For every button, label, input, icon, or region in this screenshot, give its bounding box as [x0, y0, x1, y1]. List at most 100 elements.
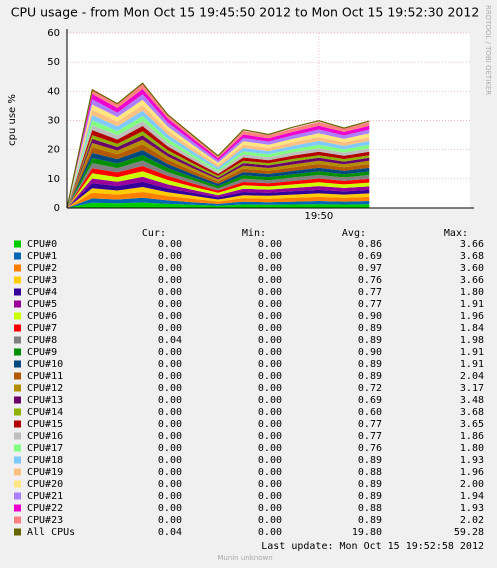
legend-swatch [14, 336, 21, 344]
stat-header: Avg: [342, 228, 366, 239]
y-tick-label: 60 [47, 28, 60, 39]
legend-label: CPU#22 [27, 503, 63, 514]
legend-swatch [14, 408, 21, 416]
stack-area [67, 139, 370, 208]
legend-label: CPU#5 [27, 299, 57, 310]
legend-label: CPU#19 [27, 467, 63, 478]
stat-value: 0.89 [358, 323, 382, 334]
y-tick-label: 30 [47, 116, 60, 127]
y-tick-label: 0 [54, 203, 60, 214]
legend-label: CPU#23 [27, 515, 63, 526]
stat-value: 0.00 [258, 347, 282, 358]
stat-value: 0.77 [358, 287, 382, 298]
stack-area [67, 187, 370, 208]
stat-value: 0.89 [358, 359, 382, 370]
stat-value: 0.90 [358, 347, 382, 358]
stat-value: 2.04 [460, 371, 484, 382]
stat-value: 0.00 [158, 347, 182, 358]
stat-value: 0.00 [258, 311, 282, 322]
legend-label: CPU#20 [27, 479, 63, 490]
stat-value: 1.91 [460, 299, 484, 310]
legend-label: CPU#0 [27, 239, 57, 250]
y-axis-label: cpu use % [7, 94, 18, 146]
legend-swatch [14, 528, 21, 536]
stat-value: 1.98 [460, 335, 484, 346]
legend-swatch [14, 324, 21, 332]
legend-swatch [14, 480, 21, 488]
stat-value: 0.76 [358, 275, 382, 286]
stat-value: 0.00 [158, 443, 182, 454]
footer: Munin unknown [217, 554, 272, 562]
stat-value: 0.00 [158, 359, 182, 370]
last-update: Last update: Mon Oct 15 19:52:58 2012 [261, 541, 484, 552]
stat-value: 0.00 [158, 383, 182, 394]
stat-header: Max: [444, 228, 468, 239]
legend-swatch [14, 276, 21, 284]
stack-area [67, 202, 370, 208]
legend-swatch [14, 432, 21, 440]
stat-value: 0.00 [158, 239, 182, 250]
legend-label: CPU#13 [27, 395, 63, 406]
stat-value: 0.00 [158, 311, 182, 322]
stat-value: 0.00 [258, 455, 282, 466]
stack-area [67, 144, 370, 208]
stat-value: 3.68 [460, 407, 484, 418]
legend-label: CPU#9 [27, 347, 57, 358]
legend-label: CPU#15 [27, 419, 63, 430]
stat-value: 0.00 [258, 407, 282, 418]
stat-value: 0.77 [358, 299, 382, 310]
legend-label: CPU#18 [27, 455, 63, 466]
stat-value: 0.00 [158, 395, 182, 406]
legend-swatch [14, 360, 21, 368]
legend-swatch [14, 420, 21, 428]
stat-value: 0.89 [358, 455, 382, 466]
stat-value: 0.00 [158, 503, 182, 514]
legend-label: CPU#17 [27, 443, 63, 454]
stat-value: 0.77 [358, 431, 382, 442]
stat-value: 0.88 [358, 503, 382, 514]
legend-swatch [14, 456, 21, 464]
stack-area [67, 135, 370, 208]
stat-value: 0.00 [158, 455, 182, 466]
stack-area [67, 131, 370, 208]
stack-area [67, 150, 370, 208]
legend-label: CPU#12 [27, 383, 63, 394]
stat-value: 1.80 [460, 443, 484, 454]
stat-value: 0.00 [258, 371, 282, 382]
legend-swatch [14, 348, 21, 356]
stat-value: 0.00 [258, 275, 282, 286]
legend-swatch [14, 372, 21, 380]
stat-value: 0.90 [358, 311, 382, 322]
stat-value: 0.89 [358, 371, 382, 382]
stat-value: 0.00 [258, 335, 282, 346]
total-line [66, 82, 370, 209]
legend-swatch [14, 240, 21, 248]
stat-value: 0.00 [258, 383, 282, 394]
legend-label: CPU#11 [27, 371, 63, 382]
stat-value: 0.00 [158, 275, 182, 286]
stat-value: 0.00 [258, 395, 282, 406]
stat-value: 1.96 [460, 467, 484, 478]
legend-swatch [14, 504, 21, 512]
stat-value: 0.77 [358, 419, 382, 430]
legend-swatch [14, 384, 21, 392]
stat-value: 0.00 [158, 371, 182, 382]
chart-title: CPU usage - from Mon Oct 15 19:45:50 201… [11, 5, 480, 20]
stat-value: 0.88 [358, 467, 382, 478]
legend-swatch [14, 516, 21, 524]
stat-header: Min: [242, 228, 266, 239]
stack-area [67, 155, 370, 208]
stack-area [67, 126, 370, 208]
stat-value: 0.00 [158, 299, 182, 310]
stat-header: Cur: [142, 228, 166, 239]
legend-label: CPU#2 [27, 263, 57, 274]
legend-label: CPU#6 [27, 311, 57, 322]
stat-value: 1.91 [460, 359, 484, 370]
legend-label: CPU#16 [27, 431, 63, 442]
stack-area [67, 94, 370, 208]
stat-value: 0.00 [258, 515, 282, 526]
stat-value: 3.68 [460, 251, 484, 262]
x-tick-label: 19:50 [304, 211, 333, 222]
